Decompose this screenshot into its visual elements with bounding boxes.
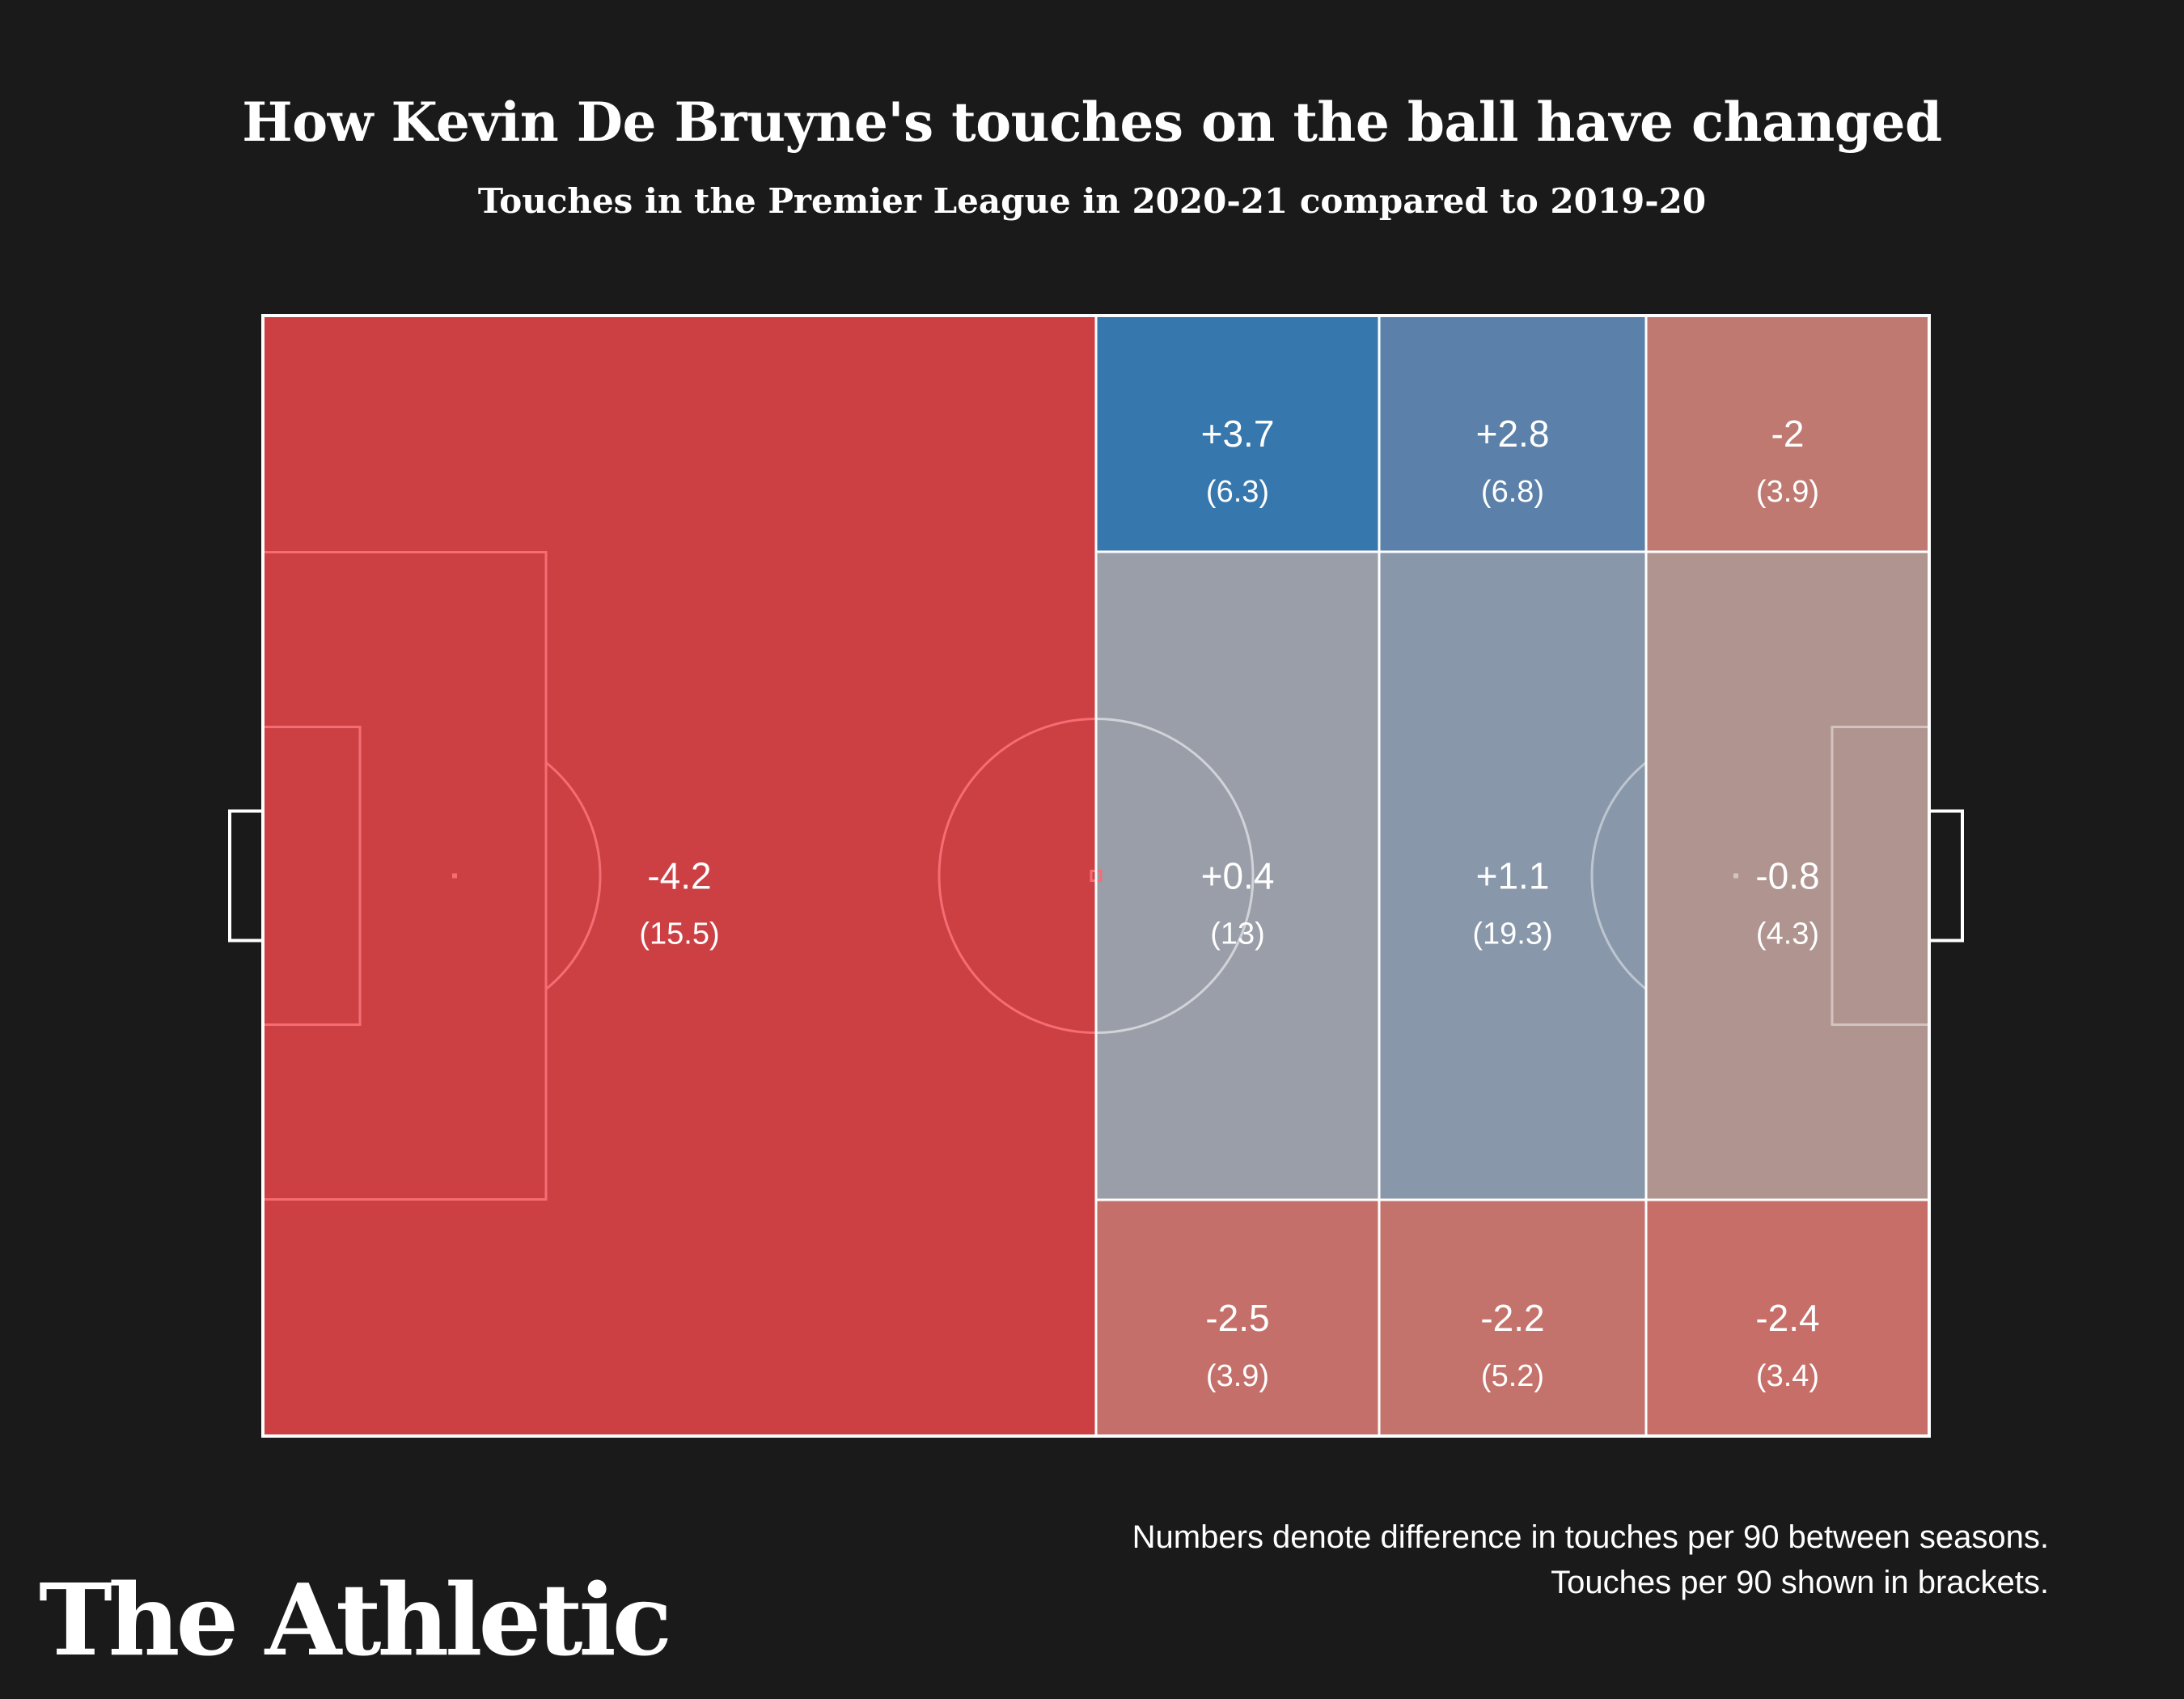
centre-circle-right: [1095, 718, 1255, 1034]
footnote-line-2: Touches per 90 shown in brackets.: [1551, 1565, 2049, 1600]
left-penalty-arc: [545, 761, 602, 990]
zone-diff-label: -2.2: [1480, 1297, 1544, 1339]
right-penalty-spot: [1733, 873, 1738, 879]
zone-own-half: [263, 316, 1096, 1436]
chart-title: How Kevin De Bruyne's touches on the bal…: [242, 91, 1942, 154]
zone-diff-label: +1.1: [1476, 855, 1550, 897]
zone-per90-label: (13): [1210, 917, 1265, 951]
zone-left-mid-middle: [1096, 552, 1379, 1200]
right-goal: [1928, 809, 1964, 943]
zone-per90-label: (3.4): [1756, 1359, 1819, 1393]
the-athletic-logo: The Athletic: [39, 1561, 672, 1678]
left-penalty-spot: [452, 873, 457, 879]
footnote: Numbers denote difference in touches per…: [1132, 1515, 2049, 1605]
zone-left-mid-top: [1096, 316, 1379, 552]
zone-per90-label: (5.2): [1481, 1359, 1544, 1393]
zone-per90-label: (19.3): [1472, 917, 1552, 951]
zone-right-mid-top: [1646, 316, 1929, 552]
zone-labels: -4.2 (15.5) +3.7 (6.3) +2.8 (6.8) -2 (3.9) +0.4 (…: [639, 413, 1819, 1393]
zone-center-mid-bottom: [1379, 1200, 1646, 1436]
zone-right-mid-bottom: [1646, 1200, 1929, 1436]
zone-diff-label: +2.8: [1476, 413, 1550, 455]
zone-diff-label: -2.5: [1205, 1297, 1269, 1339]
zone-per90-label: (3.9): [1206, 1359, 1269, 1393]
left-goal: [228, 809, 265, 943]
zones-layer: [263, 316, 1929, 1436]
zone-diff-label: -2.4: [1755, 1297, 1819, 1339]
zone-per90-label: (4.3): [1756, 917, 1819, 951]
zone-per90-label: (3.9): [1756, 475, 1819, 509]
footnote-line-1: Numbers denote difference in touches per…: [1132, 1519, 2049, 1555]
zone-diff-label: +0.4: [1201, 855, 1275, 897]
zone-per90-label: (6.3): [1206, 475, 1269, 509]
zone-center-mid-top: [1379, 316, 1646, 552]
zone-diff-label: -0.8: [1755, 855, 1819, 897]
zone-per90-label: (15.5): [639, 917, 719, 951]
pitch-markings: [228, 314, 1964, 1438]
right-penalty-arc: [1590, 761, 1647, 990]
zone-right-mid-middle: [1646, 552, 1929, 1200]
zone-left-mid-bottom: [1096, 1200, 1379, 1436]
zone-per90-label: (6.8): [1481, 475, 1544, 509]
centre-circle-left: [938, 718, 1097, 1034]
zone-center-mid-middle: [1379, 552, 1646, 1200]
zone-diff-label: -4.2: [647, 855, 711, 897]
zone-diff-label: +3.7: [1201, 413, 1275, 455]
zone-diff-label: -2: [1771, 413, 1805, 455]
chart-subtitle: Touches in the Premier League in 2020-21…: [477, 181, 1707, 221]
